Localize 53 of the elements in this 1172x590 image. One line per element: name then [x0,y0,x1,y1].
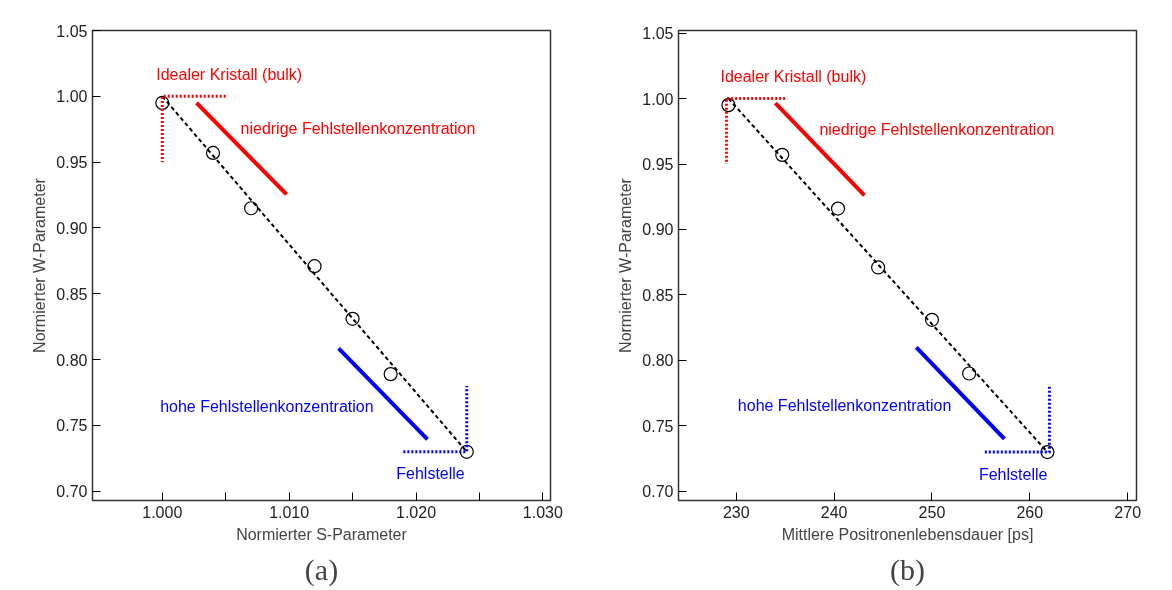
y-tick-label: 0.90 [642,221,674,239]
point [721,98,736,113]
series-label: niedrige Fehlstellenkonzentration [240,120,476,138]
y-tick-label: 0.95 [642,156,674,174]
x-tick-label: 270 [1114,503,1142,521]
series-label: Idealer Kristall (bulk) [156,65,303,83]
text: (a) [304,552,339,587]
x-tick-label: 230 [722,503,750,521]
point [307,259,322,274]
series-label: hohe Fehlstellenkonzentration [160,397,374,415]
y-tick-label: 1.05 [56,22,88,40]
series-label: niedrige Fehlstellenkonzentration [819,120,1055,138]
y-tick-label: 0.80 [56,351,88,369]
y-tick-label: 0.70 [56,483,88,501]
point [1040,444,1055,460]
point [345,311,360,326]
point [155,95,170,110]
point [243,201,259,216]
point [205,145,221,161]
y-axis-title: Normierter W-Parameter [31,177,49,353]
point [830,201,846,216]
y-tick-label: 1.00 [56,88,88,106]
point [775,147,790,162]
y-tick-label: 0.95 [56,154,88,172]
x-tick-label: 250 [918,503,946,521]
y-tick-label: 0.75 [642,417,674,435]
x-tick-label: 1.020 [396,503,437,521]
x-tick-label: 1.030 [522,503,564,521]
x-tick-label: 240 [820,503,848,521]
x-axis-title: Mittlere Positronenlebensdauer [ps] [781,525,1034,543]
text: (b) [890,552,925,587]
x-tick-label: 1.000 [142,503,183,521]
x-tick-label: 260 [1016,503,1044,521]
point [459,444,474,459]
x-axis-title: Normierter S-Parameter [236,525,408,543]
series-label: hohe Fehlstellenkonzentration [737,396,952,414]
y-tick-label: 0.85 [642,286,674,304]
y-tick-label: 0.90 [56,219,88,237]
y-tick-label: 0.70 [642,483,674,501]
y-tick-label: 1.00 [642,90,674,108]
y-tick-label: 0.80 [642,352,674,370]
y-axis-title: Normierter W-Parameter [617,177,635,353]
series-label: Idealer Kristall (bulk) [720,68,867,86]
y-tick-label: 0.85 [56,285,88,303]
series-label: Fehlstelle [396,465,465,483]
y-tick-label: 1.05 [642,25,674,43]
series-label: Fehlstelle [978,465,1048,483]
y-tick-label: 0.75 [56,417,88,435]
x-tick-label: 1.010 [269,503,310,521]
point [924,312,940,327]
point [871,260,886,275]
point [962,366,977,381]
point [383,367,398,382]
